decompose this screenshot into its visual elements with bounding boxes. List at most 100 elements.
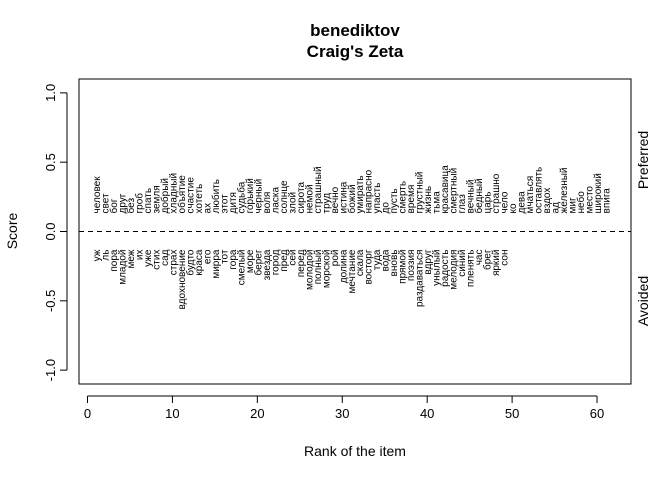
avoided-word: пора [109, 249, 120, 272]
avoided-word: восторг [364, 249, 375, 284]
preferred-word: судьба [235, 181, 247, 213]
chart-title: benediktov [310, 21, 400, 40]
avoided-word: пред [279, 249, 290, 271]
avoided-word: раздаваться [415, 250, 426, 308]
preferred-word: этот [219, 194, 230, 214]
avoided-word: ль [100, 250, 111, 261]
preferred-word: царь [483, 191, 494, 213]
x-tick-label: 10 [165, 406, 179, 421]
preferred-word: свет [100, 193, 111, 213]
preferred-word: небо [575, 191, 587, 214]
avoided-word: уж [92, 249, 103, 261]
preferred-word: чело [500, 191, 511, 213]
avoided-word: унылый [432, 250, 443, 286]
preferred-word: место [585, 186, 596, 214]
preferred-word: миг [568, 197, 579, 213]
avoided-word: краса [194, 249, 205, 275]
x-tick-label: 0 [84, 406, 91, 421]
preferred-word: вечный [466, 180, 477, 214]
x-axis-label: Rank of the item [304, 443, 406, 459]
x-tick-label: 20 [250, 406, 264, 421]
preferred-word: мчаться [525, 176, 536, 214]
preferred-word: счастие [185, 177, 196, 214]
avoided-word: скала [355, 249, 366, 276]
avoided-word: брег [482, 249, 494, 270]
avoided-word: мелодия [449, 250, 460, 290]
avoided-word: их [134, 250, 145, 261]
preferred-word: ах [202, 203, 213, 214]
preferred-word: солнце [279, 180, 290, 213]
avoided-word: синий [457, 250, 468, 277]
x-tick-label: 60 [590, 406, 604, 421]
avoided-word: страх [168, 250, 179, 276]
preferred-word: жизнь [423, 186, 434, 214]
preferred-word: бедный [473, 178, 485, 213]
x-tick-label: 50 [505, 406, 519, 421]
avoided-word: поэзия [406, 250, 417, 282]
avoided-word: вода [381, 249, 392, 271]
preferred-word: упасть [372, 183, 383, 214]
avoided-word: долина [338, 249, 349, 283]
avoided-word: город [270, 249, 281, 275]
preferred-words: человексветбогдругбезгробспатьземлядобры… [92, 165, 613, 214]
preferred-word: без [125, 198, 137, 214]
preferred-word: железный [559, 167, 570, 213]
preferred-word: спать [143, 188, 154, 214]
y-axis: -1.0 -0.5 0.0 0.5 1.0 [43, 84, 68, 381]
avoided-word: меж [126, 249, 137, 268]
avoided-word: прямой [398, 250, 409, 284]
chart-subtitle: Craig's Zeta [307, 42, 404, 61]
preferred-word: до [381, 202, 392, 214]
avoided-word: полный [313, 250, 324, 285]
avoided-word: его [202, 249, 213, 264]
avoided-word: морской [321, 250, 332, 289]
avoided-word: сон [500, 250, 511, 266]
avoided-word: молодой [304, 250, 315, 290]
preferred-word: умирать [355, 175, 366, 213]
avoided-word: мечтание [347, 249, 358, 293]
x-tick-label: 40 [420, 406, 434, 421]
avoided-word: сад [160, 249, 171, 266]
avoided-word: радость [440, 250, 451, 287]
avoided-words: ужльпорамладоймежихужестихсадстрахвдохно… [92, 249, 511, 309]
y-tick-label: -1.0 [43, 359, 58, 381]
avoided-word: будто [184, 249, 196, 275]
preferred-word: впига [602, 188, 613, 214]
preferred-word: вздох [542, 188, 553, 214]
preferred-word: любить [210, 179, 222, 213]
preferred-side-label: Preferred [635, 131, 651, 189]
preferred-word: сирота [296, 182, 307, 214]
preferred-word: ад [551, 202, 562, 214]
preferred-word: злой [287, 192, 298, 214]
avoided-word: вдохновение [177, 249, 188, 309]
preferred-word: дева [517, 191, 528, 214]
preferred-word: смерть [398, 181, 409, 214]
avoided-word: берег [252, 249, 264, 275]
preferred-word: грустный [415, 172, 426, 214]
avoided-word: яркий [491, 250, 502, 277]
y-tick-label: 0.0 [43, 222, 58, 240]
y-axis-label: Score [4, 213, 20, 250]
preferred-word: пусть [389, 188, 400, 213]
avoided-word: уже [143, 249, 154, 267]
avoided-word: море [245, 249, 256, 273]
avoided-word: вдруг [423, 249, 434, 274]
preferred-word: дитя [228, 192, 239, 213]
avoided-word: сей [287, 250, 298, 266]
avoided-word: перед [296, 249, 307, 277]
preferred-word: истина [338, 181, 349, 213]
avoided-word: туда [372, 249, 383, 270]
avoided-word: тот [219, 249, 230, 264]
preferred-word: напрасно [364, 169, 375, 213]
avoided-word: час [474, 250, 485, 266]
preferred-word: страшно [491, 173, 502, 213]
preferred-word: вечно [330, 186, 341, 213]
preferred-word: божий [346, 184, 358, 213]
preferred-word: хотеть [194, 184, 205, 214]
avoided-word: смелый [236, 250, 247, 286]
preferred-word: добрый [159, 178, 171, 213]
preferred-word: широкий [593, 173, 604, 213]
preferred-word: смертный [449, 168, 460, 214]
preferred-word: воля [262, 192, 273, 214]
